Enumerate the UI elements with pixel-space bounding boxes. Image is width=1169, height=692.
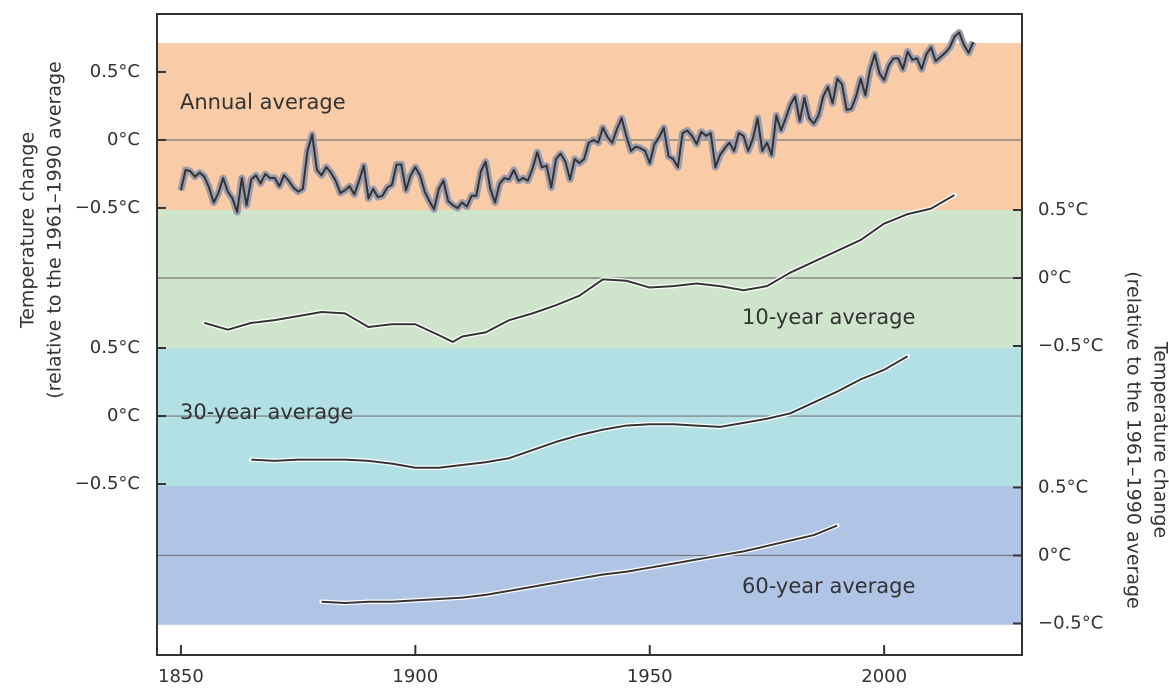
y-tick-label: 0°C [107,129,140,150]
y-tick-label: 0.5°C [1038,199,1088,220]
y-tick-label: −0.5°C [1038,335,1103,356]
x-tick-label: 2000 [861,666,907,687]
y-tick-label: 0.5°C [1038,476,1088,497]
y-axis-label: Temperature change [1150,341,1169,538]
panel-label: 60-year average [742,574,915,598]
x-tick-label: 1950 [627,666,673,687]
plot-frame [156,13,1023,656]
x-tick-label: 1900 [392,666,438,687]
y-tick-label: 0°C [1038,267,1071,288]
y-tick-label: 0.5°C [90,61,140,82]
y-tick-label: 0°C [1038,544,1071,565]
y-tick-label: −0.5°C [1038,612,1103,633]
y-axis-label: Temperature change [17,132,39,329]
y-tick-label: −0.5°C [75,197,140,218]
panel-label: Annual average [180,90,346,114]
y-axis-label: (relative to the 1961–1990 average [44,61,66,398]
panel-label: 10-year average [742,305,915,329]
line [204,194,955,343]
y-axis-label: (relative to the 1961–1990 average [1123,271,1145,608]
y-tick-label: 0°C [107,405,140,426]
y-tick-label: 0.5°C [90,337,140,358]
line [251,355,909,469]
line [179,31,975,214]
panel-label: 30-year average [180,400,353,424]
panel-background [157,43,1022,211]
panel-background [157,210,1022,349]
line [321,524,838,605]
x-tick-label: 1850 [158,666,204,687]
y-tick-label: −0.5°C [75,473,140,494]
